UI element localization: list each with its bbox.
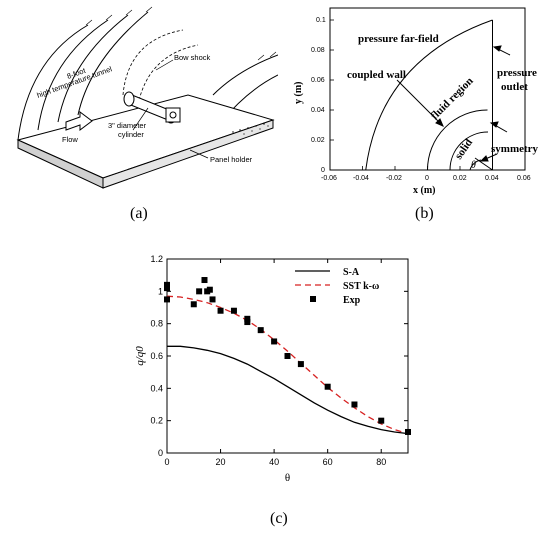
data-point-exp (206, 286, 213, 293)
panel-b-domain: pressure far-field coupled wall fluid re… (293, 7, 539, 196)
data-point-exp (209, 296, 216, 303)
symmetry-label: symmetry (491, 143, 539, 155)
x-tick-label: 40 (269, 457, 279, 467)
panel-b-label: (b) (415, 205, 434, 222)
y-tick-label: 0.6 (150, 351, 163, 361)
data-point-exp (244, 315, 251, 322)
panel-holder-label: Panel holder (210, 155, 253, 164)
series-line-0 (167, 345, 409, 435)
pressure-outlet-label-1: pressure (497, 67, 537, 79)
x-tick-label: 0.02 (453, 175, 467, 182)
y-tick-label: 0 (158, 448, 163, 458)
y-tick-label: 0.04 (311, 107, 325, 114)
x-tick-label: 0 (164, 457, 169, 467)
cylinder-label-line1: 3" diameter (108, 121, 147, 130)
y-tick-label: 0.08 (311, 47, 325, 54)
x-tick-label: -0.04 (353, 175, 369, 182)
pressure-outlet-label-2: outlet (501, 81, 528, 93)
y-tick-label: 0.06 (311, 77, 325, 84)
y-tick-label: 0.2 (150, 416, 163, 426)
x-axis-label: θ (285, 472, 290, 484)
data-point-exp (164, 281, 170, 288)
x-tick-label: 80 (376, 457, 386, 467)
data-point-exp (164, 296, 170, 303)
data-point-exp (230, 307, 237, 314)
data-point-exp (190, 301, 197, 308)
y-tick-label: 0.8 (150, 319, 163, 329)
x-tick-label: -0.02 (386, 175, 402, 182)
x-axis-label: x (m) (413, 185, 436, 196)
x-tick-label: 60 (323, 457, 333, 467)
y-tick-label: 1 (158, 286, 163, 296)
cylinder-label-line2: cylinder (118, 130, 144, 139)
flow-label: Flow (62, 135, 78, 144)
y-tick-label: 0 (321, 167, 325, 174)
panel-a-label: (a) (130, 205, 148, 222)
data-point-exp (164, 285, 170, 292)
panel-c-label: (c) (270, 510, 288, 527)
y-axis-label: y (m) (293, 82, 304, 105)
panel-c-chart: 0 20 40 60 80 0 0.2 0.4 0.6 0.8 1 1.2 θ q/q0 S-A SST k… (134, 254, 411, 484)
y-tick-label: 0.02 (311, 137, 325, 144)
pressure-far-field-label: pressure far-field (358, 33, 439, 45)
legend-label: S-A (343, 267, 360, 278)
x-tick-label: 0 (425, 175, 429, 182)
coupled-wall-label: coupled wall (347, 69, 406, 81)
y-tick-label: 0.4 (150, 383, 163, 393)
data-point-exp (201, 277, 208, 284)
data-point-exp (351, 401, 358, 408)
data-point-exp (217, 307, 224, 314)
panel-a-schematic: 8-foot high temperature tunnel Bow shock… (16, 6, 278, 189)
y-tick-label: 0.1 (316, 17, 326, 24)
fluid-region-label: fluid region (429, 75, 476, 122)
data-point-exp (244, 319, 251, 326)
data-point-exp (257, 327, 264, 334)
data-point-exp (271, 338, 278, 345)
x-tick-label: -0.06 (321, 175, 337, 182)
legend-marker (310, 296, 316, 302)
data-point-exp (297, 361, 304, 368)
data-point-exp (284, 353, 291, 359)
x-tick-label: 0.04 (485, 175, 499, 182)
y-tick-label: 1.2 (150, 254, 163, 264)
data-point-exp (378, 417, 385, 424)
data-point-exp (405, 428, 411, 435)
legend-label: Exp (343, 295, 361, 306)
bow-shock-label: Bow shock (174, 53, 211, 62)
x-tick-label: 20 (216, 457, 226, 467)
legend-label: SST k-ω (343, 281, 379, 292)
series-line-1 (166, 295, 409, 435)
solid-label: solid (453, 137, 475, 162)
y-axis-label: q/q0 (134, 346, 146, 366)
theta-label: θ (471, 160, 476, 171)
data-point-exp (324, 383, 331, 390)
x-tick-label: 0.06 (517, 175, 531, 182)
data-point-exp (196, 288, 203, 295)
